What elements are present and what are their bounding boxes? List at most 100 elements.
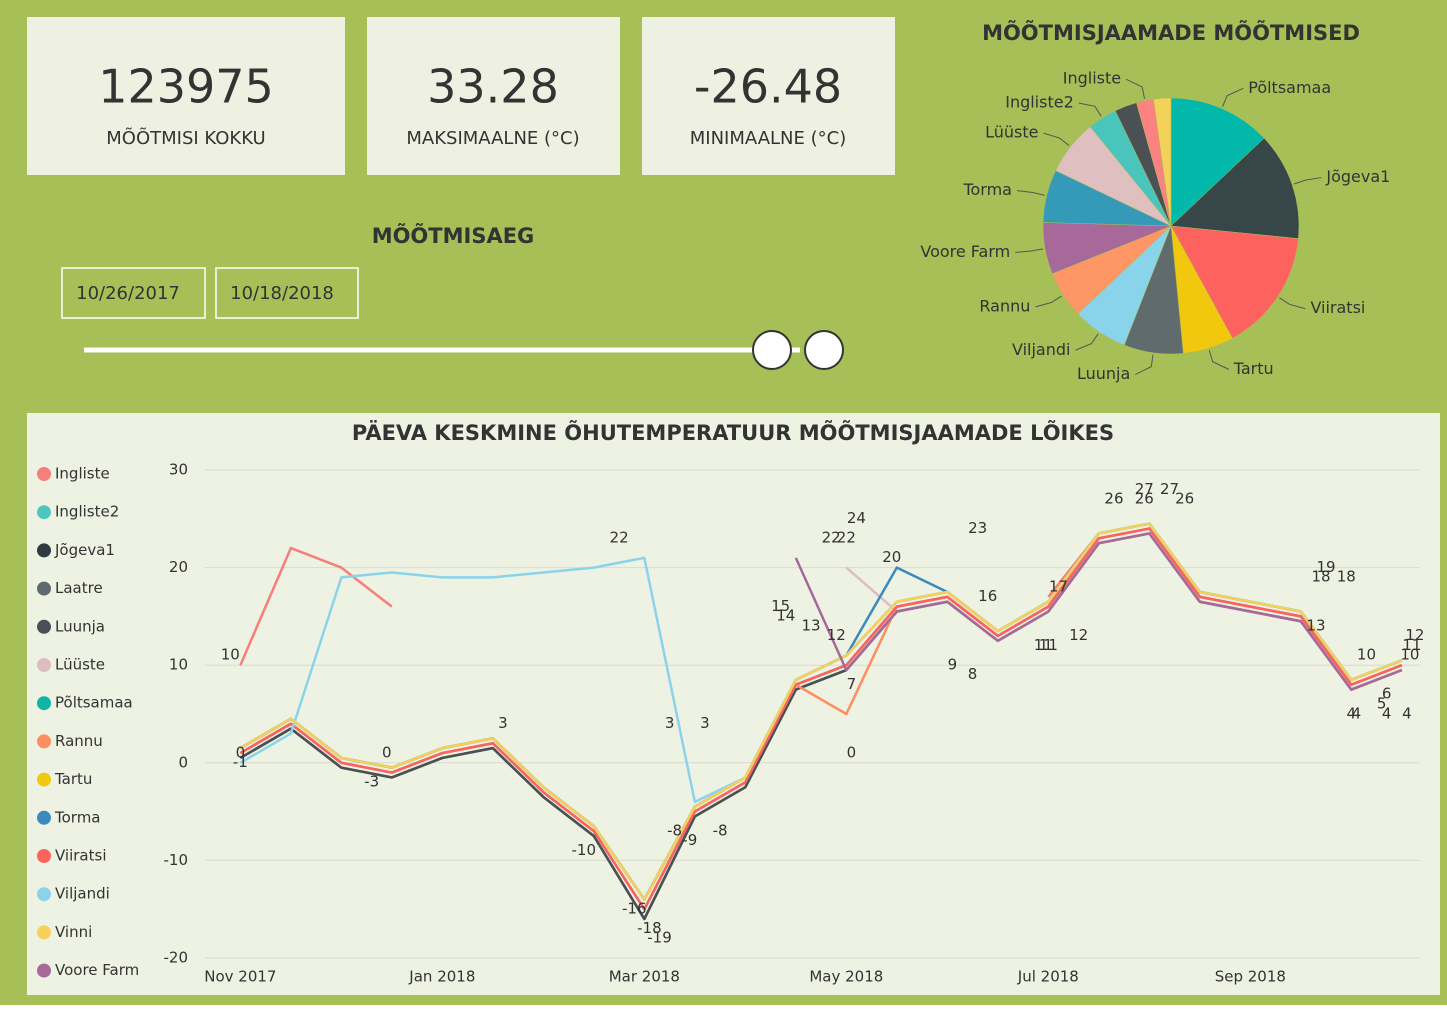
pie-label: Tartu [1233, 359, 1274, 378]
data-label: 11 [1402, 636, 1421, 654]
legend-label: Rannu [55, 732, 103, 750]
data-label: -8 [713, 821, 728, 839]
data-label: 8 [968, 665, 978, 683]
data-label: 22 [822, 529, 841, 547]
data-label: -16 [622, 899, 647, 917]
legend-marker [37, 925, 51, 940]
data-label: 19 [1317, 558, 1336, 576]
data-label: 10 [221, 646, 240, 664]
data-label: 27 [1160, 480, 1179, 498]
y-tick-label: -20 [164, 949, 189, 967]
x-tick-label: Nov 2017 [204, 968, 276, 986]
legend-label: Voore Farm [55, 961, 139, 979]
leader-line [1293, 177, 1322, 185]
date-end[interactable]: 10/18/2018 [230, 283, 334, 304]
legend-marker [37, 963, 51, 978]
data-label: 26 [1135, 490, 1154, 508]
legend-label: Viiratsi [55, 847, 107, 865]
legend-marker [37, 696, 51, 711]
data-label: 14 [776, 607, 795, 625]
data-label: 10 [1400, 646, 1419, 664]
data-label: 9 [948, 655, 958, 673]
y-tick-label: 10 [169, 656, 188, 674]
data-label: 0 [847, 743, 857, 761]
legend-label: Põltsamaa [55, 694, 133, 712]
y-tick-label: -10 [164, 851, 189, 869]
series-line [239, 522, 1403, 901]
data-label: 4 [1347, 704, 1357, 722]
leader-line [1015, 248, 1044, 253]
series-line [239, 527, 1403, 911]
legend-marker [37, 658, 51, 672]
data-label: -1 [233, 753, 248, 771]
date-input[interactable] [61, 267, 206, 319]
pie-label: Voore Farm [920, 242, 1010, 261]
line-title: PÄEVA KESKMINE ÕHUTEMPERATUUR MÕÕTMISJAA… [352, 420, 1114, 445]
pie-label: Ingliste [1063, 69, 1121, 88]
legend-marker [37, 810, 51, 825]
pie-label: Ingliste2 [1005, 93, 1074, 112]
legend-label: Jõgeva1 [54, 541, 115, 559]
legend-marker [37, 734, 51, 749]
data-label: 24 [847, 509, 866, 527]
kpi-value: 33.28 [427, 60, 559, 114]
x-tick-label: Mar 2018 [609, 968, 680, 986]
data-label: 0 [382, 743, 392, 761]
leader-line [1279, 297, 1306, 310]
data-label: -8 [667, 821, 682, 839]
legend-label: Vinni [55, 923, 92, 941]
data-label: 12 [827, 626, 846, 644]
data-label: 20 [882, 548, 901, 566]
pie-slice [1170, 97, 1265, 227]
data-label: 13 [801, 616, 820, 634]
y-tick-label: 20 [169, 558, 188, 576]
date-input[interactable] [215, 267, 359, 319]
pie-slice [1170, 225, 1299, 339]
series-line [794, 532, 1403, 691]
leader-line [1075, 333, 1099, 351]
slider-handle[interactable] [804, 330, 844, 370]
legend-label: Ingliste2 [55, 503, 119, 521]
y-tick-label: 30 [169, 461, 188, 479]
pie-label: Torma [962, 180, 1012, 199]
pie-label: Rannu [979, 296, 1030, 315]
legend-label: Laatre [55, 579, 103, 597]
date-start[interactable]: 10/26/2017 [76, 283, 180, 304]
data-label: 17 [1049, 577, 1068, 595]
legend-marker [37, 849, 51, 863]
y-tick-label: 0 [178, 753, 188, 771]
legend-label: Luunja [55, 617, 105, 635]
leader-line [1078, 102, 1102, 117]
slicer-title: MÕÕTMISAEG [372, 223, 535, 248]
data-label: 26 [1104, 490, 1123, 508]
data-label: 11 [1039, 636, 1058, 654]
x-tick-label: Jul 2018 [1017, 968, 1079, 986]
data-label: 5 [1377, 695, 1387, 713]
leader-line [1043, 132, 1070, 146]
pie-label: Jõgeva1 [1325, 167, 1390, 186]
leader-line [1222, 87, 1244, 107]
slider-handle[interactable] [752, 330, 792, 370]
data-label: 13 [1306, 616, 1325, 634]
pie-label: Viljandi [1012, 340, 1070, 359]
data-label: 27 [1135, 480, 1154, 498]
pie-label: Luunja [1077, 364, 1130, 383]
data-label: 4 [1352, 704, 1362, 722]
data-label: 4 [1382, 704, 1392, 722]
leader-line [1135, 354, 1154, 375]
data-label: 3 [498, 714, 508, 732]
pie-label: Lüüste [985, 123, 1038, 142]
data-label: -9 [682, 831, 697, 849]
leader-line [1125, 78, 1146, 99]
data-label: -18 [637, 919, 662, 937]
legend-label: Lüüste [55, 656, 105, 674]
pie-label: Viiratsi [1310, 298, 1365, 317]
data-label: 15 [771, 597, 790, 615]
data-label: 4 [1402, 704, 1412, 722]
pie-label: Põltsamaa [1248, 78, 1331, 97]
data-label: 12 [1405, 626, 1424, 644]
data-label: -10 [571, 841, 596, 859]
data-label: 18 [1337, 568, 1356, 586]
data-label: 3 [700, 714, 710, 732]
